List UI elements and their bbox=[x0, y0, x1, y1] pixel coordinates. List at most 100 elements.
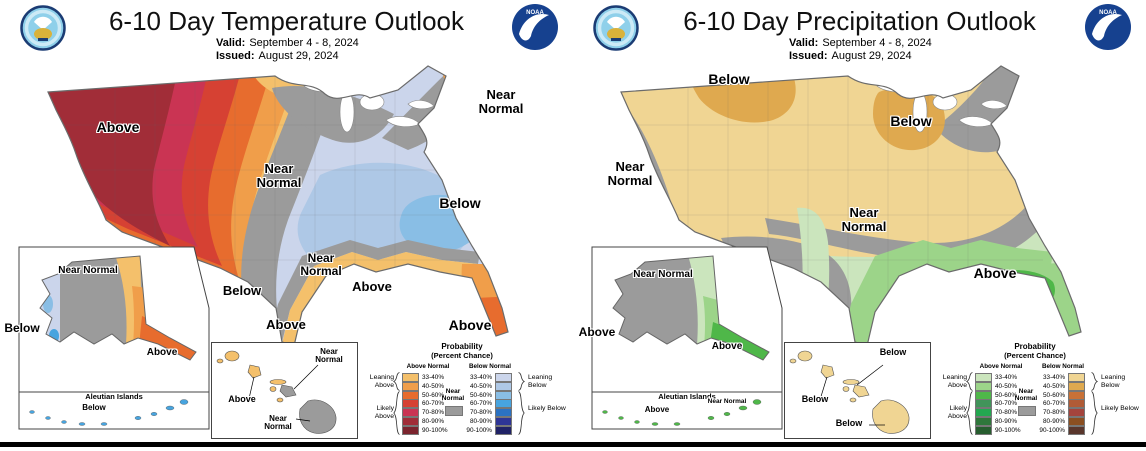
aleutian-label: Below bbox=[82, 403, 106, 412]
pointer-lines bbox=[247, 364, 319, 422]
legend-row: 90-100% bbox=[975, 426, 1021, 435]
map-label-center: Near Normal bbox=[256, 161, 302, 190]
aleutian-islands-precip bbox=[602, 399, 762, 426]
hawaii-inset: Above Near Normal Near Normal bbox=[211, 342, 358, 439]
us-outline bbox=[47, 65, 509, 347]
page-title: 6-10 Day Precipitation Outlook bbox=[683, 6, 1036, 36]
band-near-normal-lakes bbox=[272, 86, 394, 143]
hawaii-map bbox=[789, 350, 910, 434]
island-kauai bbox=[224, 350, 240, 362]
island-molokai bbox=[842, 379, 860, 385]
legend-row: 50-60% bbox=[466, 391, 512, 400]
band-above-florida bbox=[1034, 262, 1081, 342]
valid-label: Valid: bbox=[216, 37, 246, 49]
alaska-label-panhandle: Above bbox=[711, 341, 743, 352]
legend-row: 40-50% bbox=[466, 382, 512, 391]
legend-row: 80-90% bbox=[975, 417, 1017, 426]
legend-likely-below: Likely Below bbox=[528, 405, 566, 412]
legend-title: Probability bbox=[441, 342, 483, 351]
map-label-northwest: Below bbox=[708, 71, 750, 87]
brace-likely-above bbox=[966, 391, 973, 435]
map-label-upper-midwest: Below bbox=[890, 113, 932, 129]
island-oahu bbox=[247, 364, 262, 379]
island-kauai bbox=[797, 350, 813, 362]
bottom-divider-bar bbox=[0, 442, 1146, 447]
probability-legend: Probability (Percent Chance) Above Norma… bbox=[356, 342, 568, 440]
alaska-outline bbox=[39, 255, 197, 361]
map-label-northeast: Near Normal bbox=[478, 87, 524, 116]
hawaii-label-3: Below bbox=[835, 418, 863, 428]
map-label-southeast: Above bbox=[973, 265, 1017, 281]
brace-likely-below bbox=[518, 391, 525, 435]
band-above-gulf bbox=[843, 240, 1053, 346]
noaa-logo-text: NOAA bbox=[1099, 10, 1117, 16]
legend-subtitle: (Percent Chance) bbox=[1004, 351, 1066, 360]
hawaii-map bbox=[216, 350, 337, 434]
map-label-california: Near Normal bbox=[607, 159, 653, 188]
legend-row: 80-90% bbox=[466, 417, 512, 426]
legend-row: 40-50% bbox=[402, 382, 444, 391]
island-maui bbox=[852, 384, 870, 398]
legend-near-label: Near Normal bbox=[1014, 388, 1038, 403]
legend-leaning-below: Leaning Below bbox=[528, 374, 553, 390]
nws-doc-seal-icon bbox=[20, 5, 66, 51]
legend-row: 40-50% bbox=[1039, 382, 1085, 391]
issued-value: August 29, 2024 bbox=[258, 50, 339, 62]
alaska-label-panhandle: Above bbox=[146, 347, 178, 358]
legend-row: 50-60% bbox=[402, 391, 444, 400]
legend-row: 33-40% bbox=[402, 373, 444, 382]
legend-subtitle: (Percent Chance) bbox=[431, 351, 493, 360]
legend-leaning-below: Leaning Below bbox=[1101, 374, 1126, 390]
aleutian-label-west: Above bbox=[644, 405, 670, 414]
map-label-florida: Above bbox=[448, 317, 492, 333]
valid-issued-block: Valid: September 4 - 8, 2024 Issued: Augus… bbox=[216, 37, 359, 63]
hawaii-inset: Below Below Below bbox=[784, 342, 931, 439]
legend-row: 50-60% bbox=[1039, 391, 1085, 400]
issued-label: Issued: bbox=[789, 50, 828, 62]
aleutian-label-east: Near Normal bbox=[707, 398, 747, 405]
legend-likely-below: Likely Below bbox=[1101, 405, 1139, 412]
page-title: 6-10 Day Temperature Outlook bbox=[108, 6, 465, 36]
hawaii-label-2: Below bbox=[879, 347, 907, 357]
band-near-normal-central bbox=[765, 154, 1075, 262]
island-maui bbox=[279, 384, 297, 398]
alaska-inset: Near Normal Above Aleutian Islands Above… bbox=[591, 246, 783, 430]
brace-leaning-above bbox=[966, 372, 973, 391]
alaska-label-main: Near Normal bbox=[58, 265, 118, 276]
island-molokai bbox=[269, 379, 287, 385]
map-label-west: Above bbox=[96, 119, 140, 135]
legend-near-label: Near Normal bbox=[441, 388, 465, 403]
valid-issued-block: Valid: September 4 - 8, 2024 Issued: Augus… bbox=[789, 37, 932, 63]
map-label-south-texas: Above bbox=[266, 317, 306, 332]
legend-likely-above: Likely Above bbox=[374, 405, 394, 421]
conus-temperature-map bbox=[47, 65, 509, 347]
map-label-gulf: Near Normal bbox=[300, 251, 342, 278]
legend-below-header: Below Normal bbox=[469, 363, 511, 370]
legend-below-header: Below Normal bbox=[1042, 363, 1084, 370]
aleutian-islands-title: Aleutian Islands bbox=[658, 392, 716, 401]
alaska-label-main: Near Normal bbox=[633, 269, 693, 280]
precipitation-outlook-panel: 6-10 Day Precipitation Outlook Valid: Sep… bbox=[573, 0, 1146, 442]
legend-row: 50-60% bbox=[975, 391, 1017, 400]
map-label-gulf-coast: Above bbox=[352, 279, 392, 294]
legend-row: 70-80% bbox=[402, 408, 444, 417]
hawaii-label-2: Near Normal bbox=[315, 347, 343, 365]
hawaii-label-1: Above bbox=[228, 394, 256, 404]
legend-row: 33-40% bbox=[1039, 373, 1085, 382]
legend-row: 80-90% bbox=[1039, 417, 1085, 426]
legend-likely-above: Likely Above bbox=[947, 405, 967, 421]
legend-near-swatch bbox=[1018, 406, 1036, 416]
map-label-south-central: Below bbox=[222, 283, 262, 298]
legend-leaning-above: Leaning Above bbox=[942, 374, 967, 390]
legend-row: 80-90% bbox=[402, 417, 444, 426]
aleutian-islands-temp bbox=[29, 399, 189, 426]
legend-above-header: Above Normal bbox=[979, 363, 1023, 370]
brace-leaning-below bbox=[1091, 372, 1098, 391]
legend-row: 70-80% bbox=[1039, 408, 1085, 417]
temperature-outlook-panel: 6-10 Day Temperature Outlook Valid: Septe… bbox=[0, 0, 573, 442]
alaska-label-west: Above bbox=[578, 325, 616, 339]
legend-row: 90-100% bbox=[1039, 426, 1085, 435]
alaska-outline bbox=[612, 255, 770, 361]
us-outline bbox=[620, 65, 1082, 347]
valid-label: Valid: bbox=[789, 37, 819, 49]
